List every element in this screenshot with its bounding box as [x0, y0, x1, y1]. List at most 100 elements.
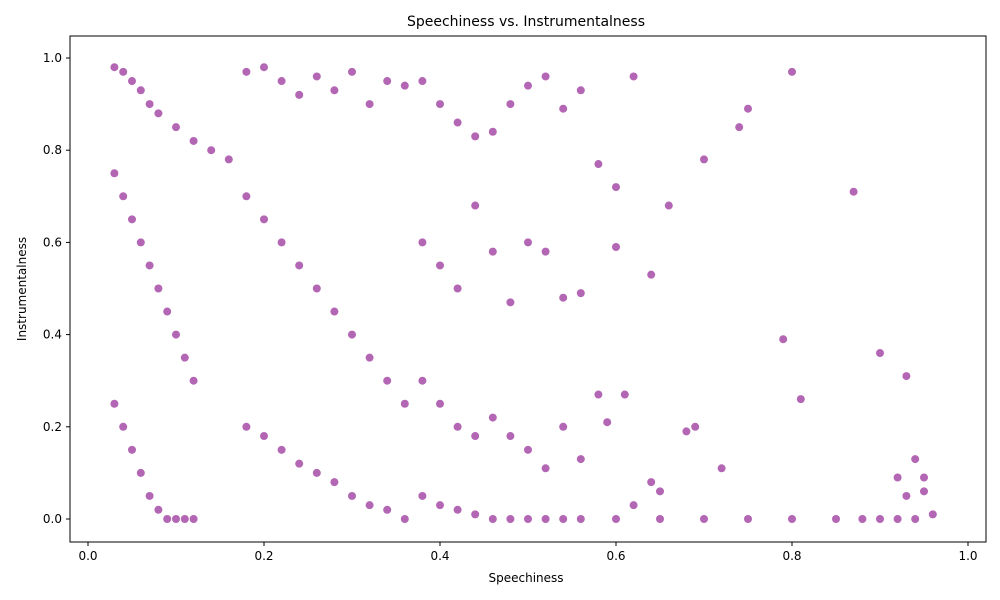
- scatter-point: [506, 100, 515, 109]
- scatter-point: [110, 169, 119, 178]
- scatter-point: [295, 90, 304, 99]
- scatter-point: [876, 515, 884, 523]
- scatter-point: [506, 298, 515, 307]
- scatter-point: [576, 515, 585, 523]
- scatter-point: [295, 261, 304, 270]
- scatter-point: [682, 427, 691, 436]
- scatter-point: [928, 510, 937, 519]
- scatter-point: [541, 72, 550, 81]
- scatter-point: [541, 464, 550, 473]
- scatter-point: [242, 422, 251, 431]
- scatter-point: [418, 77, 427, 86]
- scatter-point: [400, 515, 409, 523]
- scatter-point: [128, 445, 136, 454]
- x-axis-ticks: 0.0 0.2 0.4 0.6 0.8 1.0: [78, 542, 978, 563]
- y-tick-label: 0.4: [43, 328, 62, 342]
- scatter-point: [488, 247, 497, 256]
- scatter-point: [172, 515, 180, 523]
- scatter-point: [656, 515, 664, 523]
- scatter-point: [418, 376, 427, 385]
- scatter-point: [559, 293, 568, 302]
- scatter-point: [383, 505, 392, 514]
- scatter-point: [145, 261, 154, 270]
- scatter-point: [136, 468, 145, 477]
- scatter-point: [330, 478, 339, 487]
- x-tick-label: 0.8: [782, 549, 801, 563]
- scatter-point: [400, 81, 409, 90]
- scatter-point: [189, 515, 198, 523]
- scatter-point: [524, 515, 532, 523]
- scatter-point: [128, 215, 136, 224]
- scatter-point: [541, 247, 550, 256]
- scatter-point: [383, 376, 392, 385]
- scatter-point: [902, 491, 911, 500]
- scatter-point: [876, 349, 884, 358]
- scatter-point: [312, 72, 321, 81]
- scatter-point: [920, 487, 928, 496]
- scatter-point: [453, 118, 462, 127]
- scatter-point: [893, 515, 902, 523]
- scatter-point: [172, 330, 180, 339]
- scatter-point: [224, 155, 233, 164]
- scatter-point: [418, 238, 427, 247]
- scatter-point: [629, 501, 638, 510]
- scatter-point: [858, 515, 867, 523]
- scatter-point: [524, 238, 532, 247]
- y-tick-label: 1.0: [43, 51, 62, 65]
- scatter-point: [488, 413, 497, 422]
- scatter-point: [576, 455, 585, 464]
- scatter-point: [612, 515, 620, 523]
- scatter-point: [136, 86, 145, 95]
- x-tick-label: 0.6: [606, 549, 625, 563]
- scatter-point: [576, 86, 585, 95]
- scatter-point: [647, 270, 656, 279]
- scatter-point: [145, 491, 154, 500]
- scatter-point: [180, 353, 189, 362]
- scatter-point: [576, 289, 585, 298]
- scatter-point: [453, 505, 462, 514]
- scatter-point: [189, 136, 198, 145]
- scatter-point: [312, 284, 321, 293]
- scatter-point: [664, 201, 673, 210]
- scatter-point: [277, 238, 286, 247]
- scatter-point: [128, 77, 136, 86]
- scatter-point: [620, 390, 629, 399]
- scatter-point: [796, 395, 805, 404]
- scatter-point: [154, 109, 163, 118]
- scatter-point: [488, 515, 497, 523]
- scatter-point: [145, 100, 154, 109]
- scatter-point: [700, 515, 708, 523]
- scatter-points: [110, 63, 937, 523]
- scatter-point: [207, 146, 216, 155]
- scatter-point: [172, 123, 180, 132]
- scatter-point: [744, 104, 752, 113]
- scatter-point: [163, 515, 172, 523]
- scatter-point: [524, 445, 532, 454]
- scatter-point: [154, 284, 163, 293]
- scatter-point: [893, 473, 902, 482]
- scatter-point: [400, 399, 409, 408]
- y-tick-label: 0.8: [43, 143, 62, 157]
- scatter-point: [436, 100, 444, 109]
- scatter-point: [700, 155, 708, 164]
- scatter-point: [594, 390, 603, 399]
- scatter-point: [559, 422, 568, 431]
- scatter-point: [119, 422, 128, 431]
- plot-frame: [69, 35, 987, 543]
- y-tick-label: 0.6: [43, 235, 62, 249]
- scatter-point: [920, 473, 928, 482]
- y-axis-ticks: 0.0 0.2 0.4 0.6 0.8 1.0: [43, 51, 70, 526]
- scatter-point: [312, 468, 321, 477]
- scatter-point: [656, 487, 664, 496]
- scatter-point: [330, 307, 339, 316]
- scatter-point: [471, 510, 480, 519]
- scatter-point: [348, 67, 356, 76]
- scatter-point: [506, 515, 515, 523]
- scatter-point: [110, 399, 119, 408]
- scatter-point: [691, 422, 700, 431]
- scatter-point: [629, 72, 638, 81]
- x-tick-label: 1.0: [958, 549, 977, 563]
- scatter-point: [436, 501, 444, 510]
- scatter-point: [488, 127, 497, 136]
- scatter-point: [559, 515, 568, 523]
